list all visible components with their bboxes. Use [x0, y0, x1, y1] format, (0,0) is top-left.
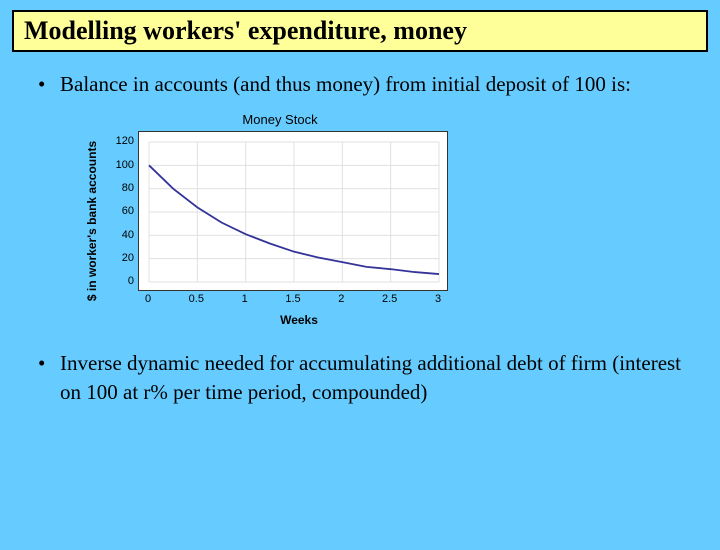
page-title: Modelling workers' expenditure, money — [24, 16, 696, 46]
title-box: Modelling workers' expenditure, money — [12, 10, 708, 52]
chart-title: Money Stock — [100, 112, 460, 127]
chart-container: Money Stock $ in worker's bank accounts … — [100, 112, 460, 327]
bullet-2-text: Inverse dynamic needed for accumulating … — [38, 349, 692, 406]
chart-xlabel: Weeks — [138, 313, 460, 327]
chart-ylabel: $ in worker's bank accounts — [85, 141, 99, 301]
chart-area: $ in worker's bank accounts 020406080100… — [100, 131, 460, 311]
bullet-1: Balance in accounts (and thus money) fro… — [38, 70, 692, 98]
bullet-2: Inverse dynamic needed for accumulating … — [38, 349, 692, 406]
chart-xticks: 00.511.522.53 — [138, 291, 448, 309]
bullet-1-text: Balance in accounts (and thus money) fro… — [38, 70, 692, 98]
chart-yticks: 020406080100120 — [100, 131, 136, 291]
chart-plot — [138, 131, 448, 291]
